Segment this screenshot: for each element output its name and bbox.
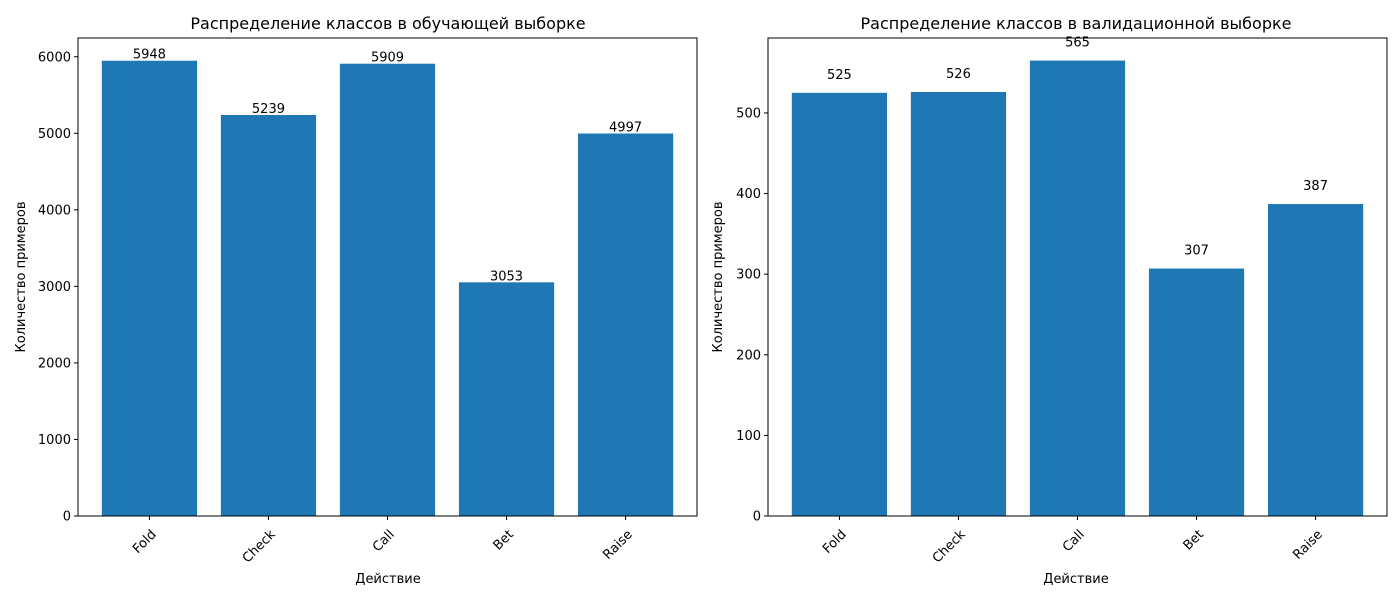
data-label-raise: 4997 (609, 121, 642, 136)
data-label-bet: 3053 (490, 269, 523, 284)
bar-bet (1148, 268, 1245, 516)
data-label-fold: 5948 (133, 48, 166, 63)
plot-frame (77, 37, 698, 517)
y-tick-label: 5000 (38, 127, 71, 142)
y-tick-label: 1000 (38, 433, 71, 448)
y-tick-label: 100 (736, 429, 761, 444)
chart-train: Распределение классов в обучающей выборк… (14, 14, 698, 587)
y-axis-label: Количество примеров (711, 202, 726, 353)
bar-raise (1267, 204, 1364, 517)
y-tick-label: 4000 (38, 203, 71, 218)
y-axis: 0 100 200 300 400 500 (736, 106, 768, 525)
data-label-call: 565 (1065, 36, 1090, 51)
y-tick-label: 0 (63, 510, 71, 525)
y-tick-label: 400 (736, 187, 761, 202)
bars-group: 525 526 565 307 387 (791, 36, 1364, 517)
bar-fold (101, 60, 198, 516)
bar-check (220, 115, 317, 516)
bar-bet (458, 282, 555, 516)
data-label-raise: 387 (1303, 179, 1328, 194)
y-tick-label: 2000 (38, 356, 71, 371)
plot-frame (767, 37, 1388, 517)
data-label-call: 5909 (371, 51, 404, 66)
chart-title: Распределение классов в обучающей выборк… (190, 14, 585, 33)
y-axis-label: Количество примеров (14, 202, 29, 353)
chart-validation: Распределение классов в валидационной вы… (711, 14, 1388, 587)
y-axis: 0 1000 2000 3000 4000 5000 6000 (38, 50, 78, 525)
data-label-bet: 307 (1184, 244, 1209, 259)
bar-call (1029, 60, 1126, 516)
bar-check (910, 92, 1007, 516)
y-tick-label: 200 (736, 348, 761, 363)
data-label-check: 526 (946, 67, 971, 82)
bar-call (339, 63, 436, 516)
bars-group: 5948 5239 5909 3053 4997 (101, 48, 674, 516)
data-label-check: 5239 (252, 102, 285, 117)
bar-fold (791, 92, 888, 516)
bar-raise (577, 133, 674, 516)
chart-title: Распределение классов в валидационной вы… (861, 14, 1292, 33)
y-tick-label: 6000 (38, 50, 71, 65)
data-label-fold: 525 (827, 68, 852, 83)
y-tick-label: 3000 (38, 280, 71, 295)
x-axis-label: Действие (355, 572, 420, 587)
y-tick-label: 300 (736, 268, 761, 283)
y-tick-label: 0 (753, 510, 761, 525)
y-tick-label: 500 (736, 106, 761, 121)
x-axis-label: Действие (1043, 572, 1108, 587)
